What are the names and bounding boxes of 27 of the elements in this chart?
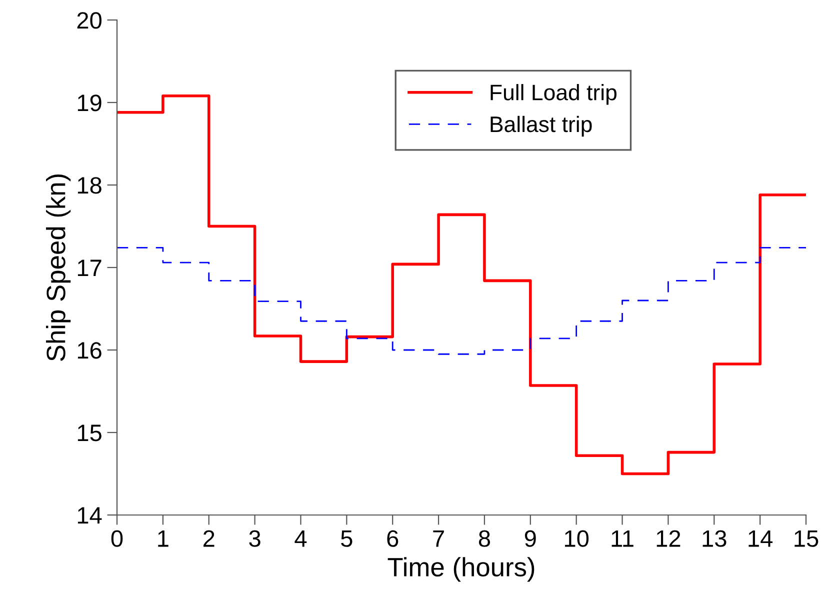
x-tick-label: 12 [656, 530, 680, 547]
x-tick-label: 2 [203, 530, 214, 547]
legend-label: Ballast trip [490, 116, 592, 137]
x-tick-label: 1 [158, 530, 168, 547]
x-tick-label: 0 [111, 530, 123, 547]
x-axis-title: Time (hours) [388, 557, 534, 582]
x-tick-label: 7 [433, 530, 444, 547]
x-tick-label: 10 [565, 530, 589, 547]
y-tick-label: 17 [78, 260, 102, 276]
legend-label: Full Load trip [490, 84, 616, 105]
x-tick-label: 6 [387, 530, 398, 547]
x-tick-label: 15 [794, 530, 818, 547]
x-tick-label: 13 [702, 530, 726, 547]
x-tick-label: 14 [748, 530, 773, 547]
x-tick-label: 5 [341, 530, 352, 547]
y-tick-label: 16 [78, 342, 102, 359]
x-tick-label: 4 [294, 530, 307, 547]
y-tick-label: 19 [78, 94, 102, 112]
y-tick-label: 14 [78, 507, 102, 524]
y-tick-label: 15 [78, 424, 102, 442]
y-tick-label: 20 [77, 12, 102, 29]
x-tick-label: 9 [524, 530, 536, 547]
y-tick-label: 18 [78, 177, 102, 194]
x-tick-label: 11 [612, 530, 634, 547]
y-axis-title: Ship Speed (kn) [46, 174, 71, 361]
x-tick-label: 3 [249, 530, 260, 547]
x-tick-label: 8 [478, 530, 490, 547]
